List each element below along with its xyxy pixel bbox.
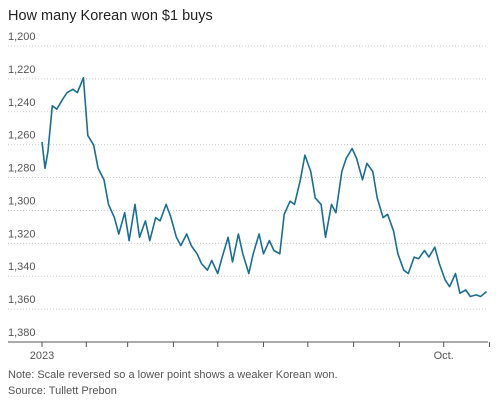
y-tick-label: 1,320 bbox=[8, 228, 36, 240]
chart-note: Note: Scale reversed so a lower point sh… bbox=[8, 369, 338, 381]
y-tick-label: 1,200 bbox=[8, 31, 36, 43]
chart-source: Source: Tullett Prebon bbox=[8, 385, 117, 397]
y-tick-label: 1,240 bbox=[8, 97, 36, 109]
x-tick-label: 2023 bbox=[30, 350, 54, 362]
chart-title: How many Korean won $1 buys bbox=[8, 8, 213, 24]
y-tick-label: 1,340 bbox=[8, 261, 36, 273]
y-tick-label: 1,300 bbox=[8, 195, 36, 207]
series-line-usd-krw bbox=[41, 77, 488, 298]
x-axis-ticks: 2023 Oct. bbox=[30, 342, 490, 362]
y-tick-label: 1,280 bbox=[8, 163, 36, 175]
x-tick-label: Oct. bbox=[434, 350, 454, 362]
y-axis-tick-labels: 1,200 1,220 1,240 1,260 1,280 1,300 1,320 1,340… bbox=[8, 31, 36, 339]
y-tick-label: 1,360 bbox=[8, 294, 36, 306]
y-tick-label: 1,220 bbox=[8, 64, 36, 76]
y-tick-label: 1,380 bbox=[8, 327, 36, 339]
y-tick-label: 1,260 bbox=[8, 130, 36, 142]
gridlines bbox=[8, 45, 488, 310]
